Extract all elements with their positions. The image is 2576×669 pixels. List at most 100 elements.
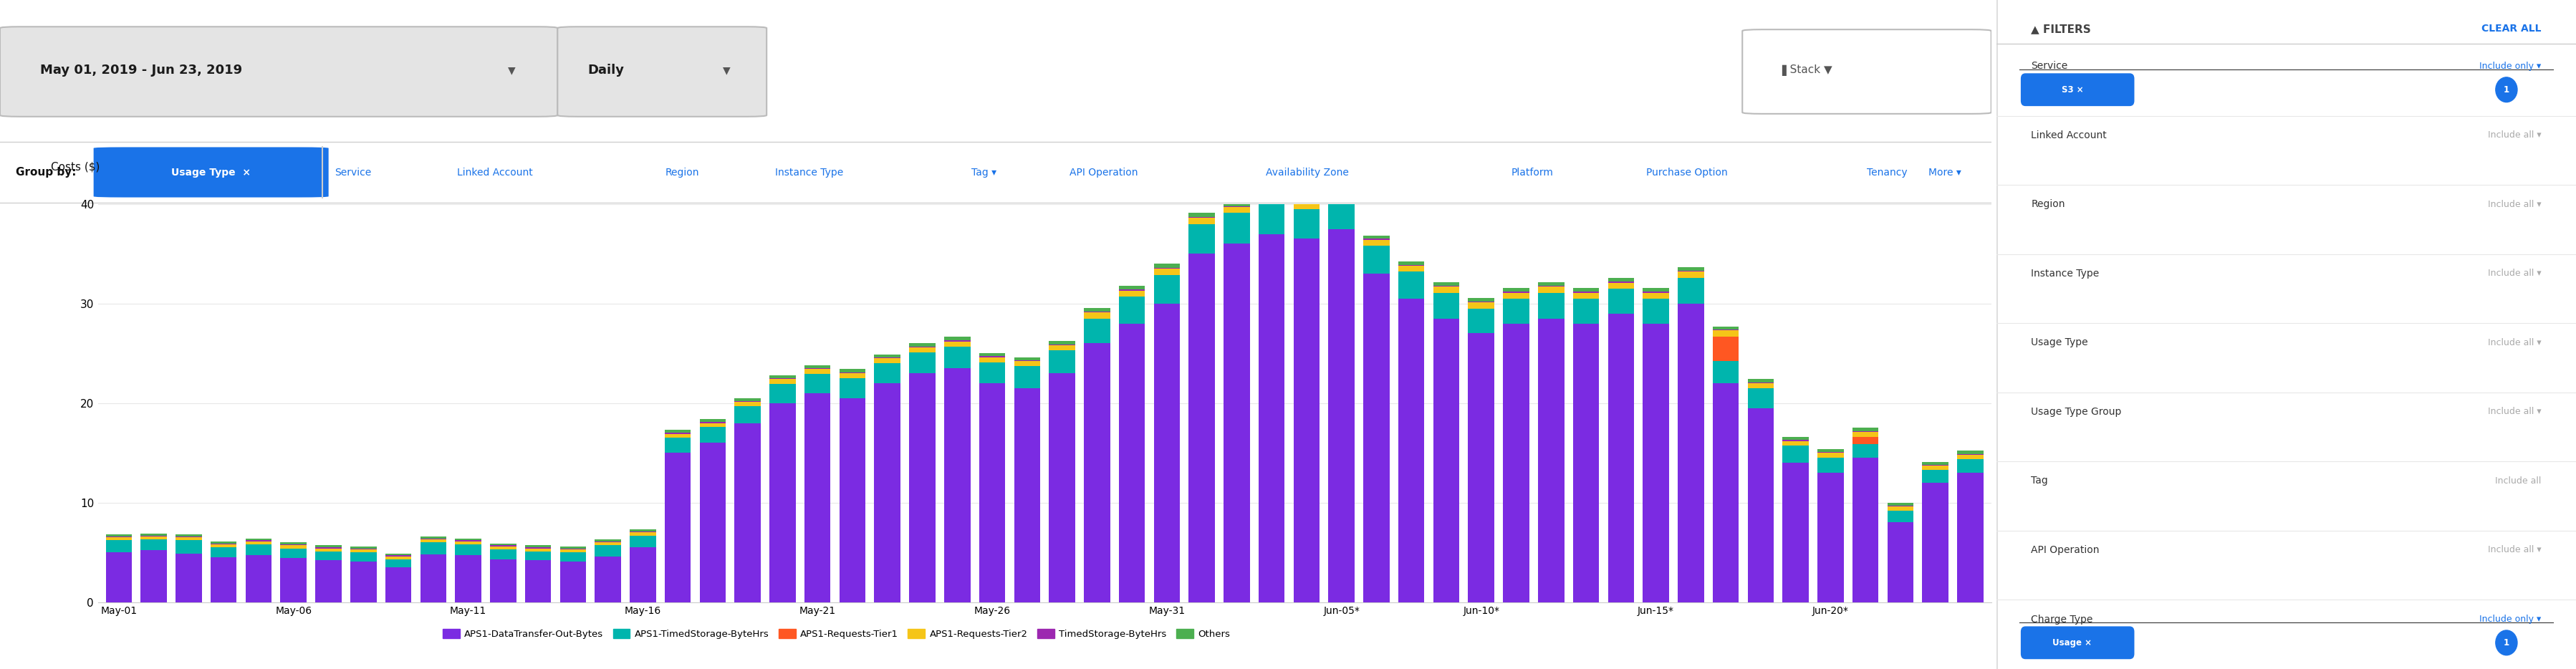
Bar: [314, 551, 343, 561]
Legend: APS1-DataTransfer-Out-Bytes, APS1-TimedStorage-ByteHrs, APS1-Requests-Tier1, APS: APS1-DataTransfer-Out-Bytes, APS1-TimedS…: [438, 625, 1234, 643]
Bar: [701, 443, 726, 602]
Bar: [1048, 345, 1074, 351]
Text: More ▾: More ▾: [1929, 167, 1960, 177]
Bar: [1643, 298, 1669, 323]
Bar: [1888, 510, 1914, 522]
FancyBboxPatch shape: [2020, 626, 2136, 659]
Text: ▲ FILTERS: ▲ FILTERS: [2030, 23, 2092, 34]
Bar: [1747, 379, 1775, 382]
Text: Include all: Include all: [2496, 476, 2540, 486]
Bar: [489, 549, 515, 559]
Bar: [629, 533, 657, 535]
Bar: [1852, 431, 1878, 432]
Bar: [1574, 323, 1600, 602]
Bar: [1084, 343, 1110, 602]
Bar: [909, 353, 935, 373]
Bar: [1783, 441, 1808, 446]
Bar: [804, 365, 829, 368]
Bar: [909, 343, 935, 347]
Bar: [1118, 296, 1144, 323]
Bar: [701, 422, 726, 423]
Bar: [1574, 288, 1600, 292]
Bar: [804, 374, 829, 393]
Bar: [665, 453, 690, 602]
Text: Include all ▾: Include all ▾: [2488, 200, 2540, 209]
Bar: [595, 545, 621, 557]
Bar: [1713, 330, 1739, 337]
Text: Service: Service: [2030, 61, 2069, 71]
Bar: [1154, 269, 1180, 275]
Bar: [175, 535, 201, 537]
Bar: [526, 561, 551, 602]
Bar: [629, 547, 657, 602]
Bar: [559, 561, 587, 602]
FancyBboxPatch shape: [0, 27, 556, 116]
Bar: [665, 438, 690, 453]
Bar: [350, 547, 376, 549]
Bar: [1399, 272, 1425, 298]
Bar: [1747, 408, 1775, 602]
Bar: [1677, 272, 1703, 278]
Bar: [1260, 234, 1285, 602]
FancyBboxPatch shape: [1741, 29, 1991, 114]
Bar: [106, 553, 131, 602]
Bar: [175, 537, 201, 541]
Bar: [770, 403, 796, 602]
Bar: [1399, 266, 1425, 272]
Bar: [1888, 503, 1914, 506]
Bar: [1747, 388, 1775, 408]
Bar: [211, 543, 237, 545]
Bar: [1293, 239, 1319, 602]
Bar: [142, 533, 167, 535]
Bar: [1819, 453, 1844, 458]
Text: Usage Type  ×: Usage Type ×: [173, 167, 250, 177]
Bar: [873, 383, 902, 602]
Bar: [245, 545, 270, 555]
Bar: [1015, 357, 1041, 361]
Bar: [1224, 213, 1249, 244]
Bar: [1538, 282, 1564, 286]
Bar: [909, 373, 935, 602]
Bar: [350, 549, 376, 553]
Text: ▐ Stack ▼: ▐ Stack ▼: [1777, 64, 1832, 76]
Bar: [175, 541, 201, 553]
Bar: [281, 545, 307, 549]
Bar: [873, 357, 902, 359]
Bar: [701, 427, 726, 443]
Bar: [314, 545, 343, 547]
Bar: [489, 559, 515, 602]
Bar: [629, 531, 657, 533]
Bar: [840, 372, 866, 373]
Text: Tag: Tag: [2030, 476, 2048, 486]
Bar: [314, 561, 343, 602]
Bar: [1958, 473, 1984, 602]
Bar: [1852, 458, 1878, 602]
Bar: [1329, 229, 1355, 602]
Bar: [1958, 454, 1984, 455]
Bar: [1643, 323, 1669, 602]
Bar: [1538, 292, 1564, 318]
Bar: [1260, 197, 1285, 198]
Bar: [1329, 192, 1355, 198]
Bar: [386, 555, 412, 557]
Bar: [1048, 373, 1074, 602]
Bar: [211, 547, 237, 557]
Bar: [1783, 463, 1808, 602]
Bar: [386, 554, 412, 555]
Bar: [526, 547, 551, 549]
Bar: [770, 375, 796, 378]
Bar: [1502, 292, 1530, 298]
Bar: [1188, 218, 1216, 224]
Bar: [1293, 203, 1319, 209]
Text: ▼: ▼: [507, 66, 515, 75]
Text: CLEAR ALL: CLEAR ALL: [2481, 23, 2540, 33]
Bar: [945, 368, 971, 602]
Bar: [1260, 193, 1285, 197]
Bar: [873, 355, 902, 357]
Bar: [1888, 506, 1914, 510]
Bar: [770, 379, 796, 384]
Bar: [1607, 288, 1633, 314]
Bar: [1224, 244, 1249, 602]
Bar: [1048, 351, 1074, 373]
Bar: [1188, 254, 1216, 602]
